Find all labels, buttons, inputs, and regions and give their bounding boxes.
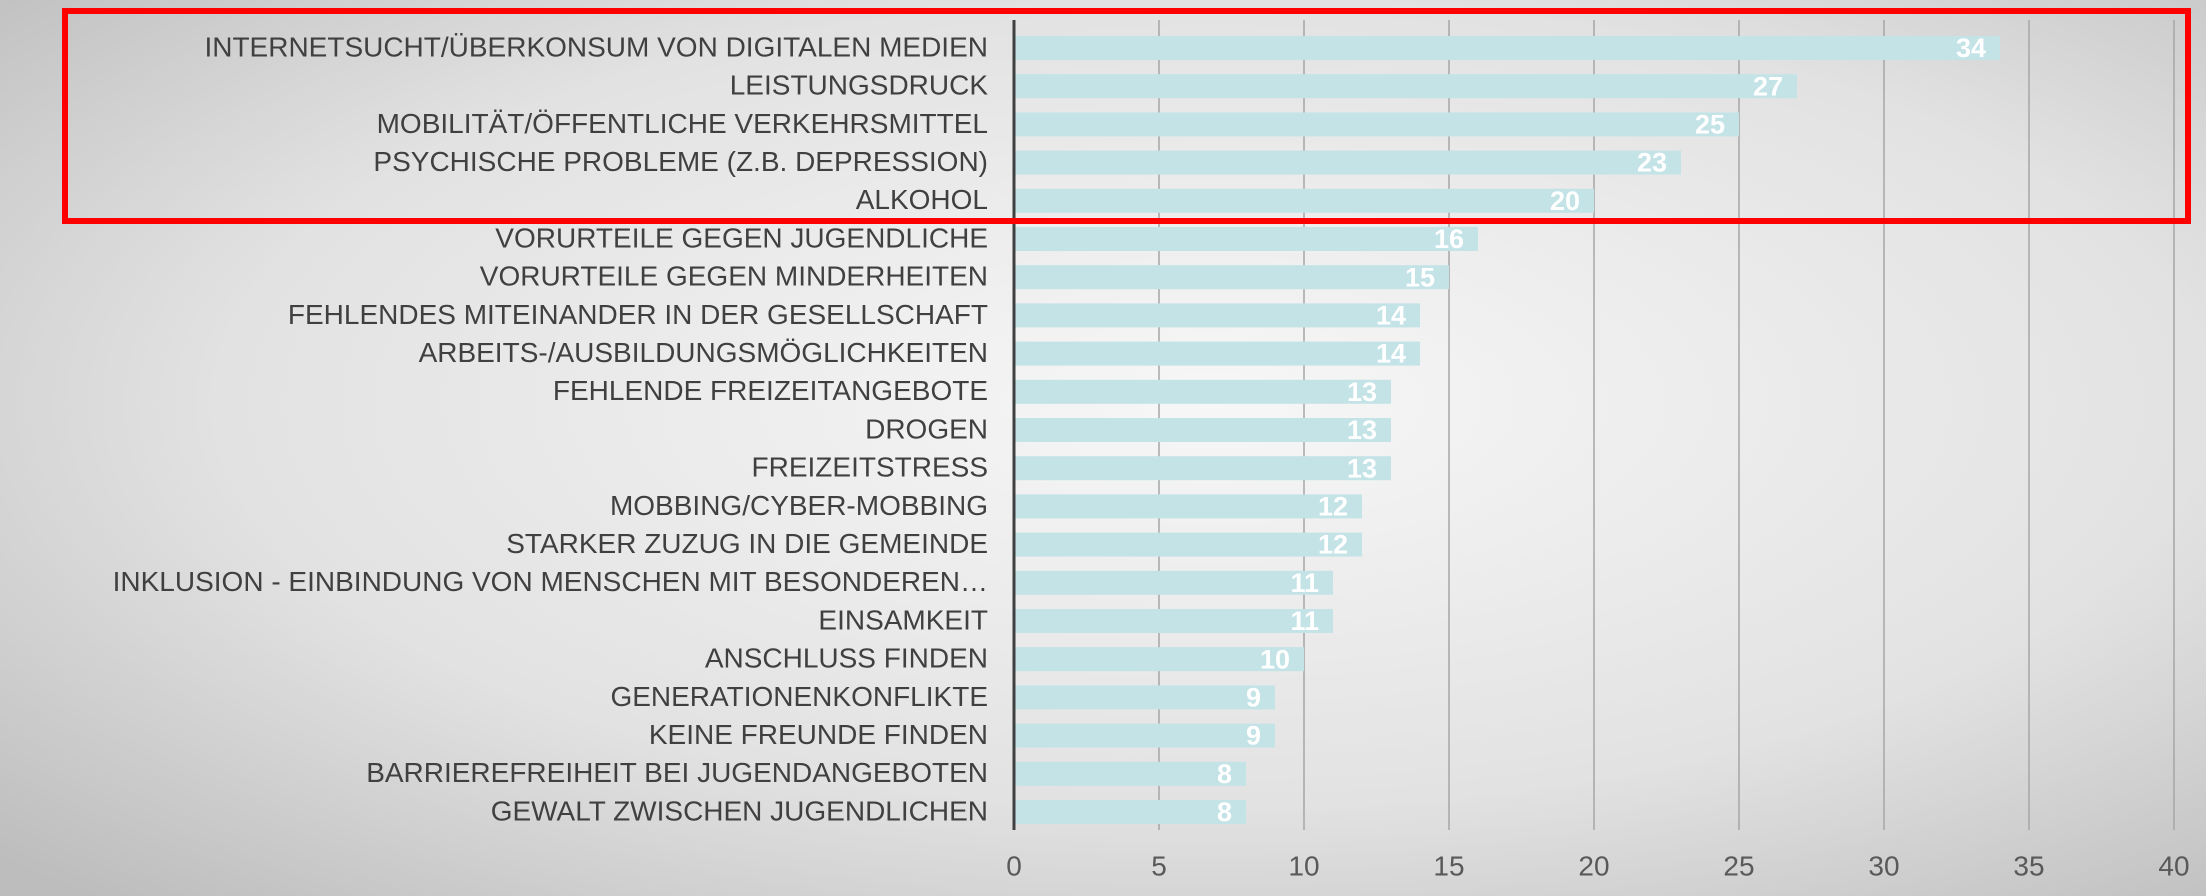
y-tick-label: STARKER ZUZUG IN DIE GEMEINDE bbox=[506, 528, 988, 559]
data-label: 16 bbox=[1434, 224, 1464, 254]
data-label: 11 bbox=[1290, 606, 1319, 636]
data-label: 12 bbox=[1318, 530, 1348, 560]
data-label: 20 bbox=[1550, 186, 1580, 216]
x-tick-label: 20 bbox=[1578, 850, 1609, 881]
x-tick-label: 30 bbox=[1868, 850, 1899, 881]
data-label: 10 bbox=[1260, 644, 1290, 674]
data-label: 23 bbox=[1637, 148, 1667, 178]
bar bbox=[1014, 800, 1246, 824]
y-tick-label: INTERNETSUCHT/ÜBERKONSUM VON DIGITALEN M… bbox=[204, 31, 988, 62]
y-tick-label: ALKOHOL bbox=[856, 184, 988, 215]
data-label: 12 bbox=[1318, 492, 1348, 522]
y-tick-label: FEHLENDES MITEINANDER IN DER GESELLSCHAF… bbox=[288, 299, 988, 330]
y-tick-label: VORURTEILE GEGEN JUGENDLICHE bbox=[495, 222, 988, 253]
x-tick-label: 5 bbox=[1151, 850, 1167, 881]
bar bbox=[1014, 723, 1275, 748]
data-label: 34 bbox=[1956, 33, 1986, 63]
y-tick-label: LEISTUNGSDRUCK bbox=[730, 70, 989, 101]
y-tick-label: ARBEITS-/AUSBILDUNGSMÖGLICHKEITEN bbox=[419, 337, 988, 368]
x-tick-label: 15 bbox=[1433, 850, 1464, 881]
bar bbox=[1014, 341, 1420, 366]
data-label: 13 bbox=[1347, 415, 1377, 445]
bar bbox=[1014, 418, 1391, 442]
x-tick-label: 25 bbox=[1723, 850, 1754, 881]
bar bbox=[1014, 494, 1362, 519]
bar bbox=[1014, 570, 1333, 595]
y-tick-label: PSYCHISCHE PROBLEME (Z.B. DEPRESSION) bbox=[373, 146, 988, 177]
data-label: 11 bbox=[1290, 568, 1319, 598]
bar bbox=[1014, 227, 1478, 251]
y-tick-label: EINSAMKEIT bbox=[818, 604, 988, 635]
bars: INTERNETSUCHT/ÜBERKONSUM VON DIGITALEN M… bbox=[113, 20, 2000, 830]
y-tick-label: VORURTEILE GEGEN MINDERHEITEN bbox=[480, 261, 988, 292]
bar bbox=[1014, 150, 1681, 175]
data-label: 13 bbox=[1347, 453, 1377, 483]
data-label: 14 bbox=[1376, 301, 1406, 331]
bar bbox=[1014, 379, 1391, 404]
highlight-box bbox=[62, 8, 2191, 224]
bar bbox=[1014, 647, 1304, 672]
data-label: 9 bbox=[1246, 721, 1261, 751]
data-label: 8 bbox=[1217, 797, 1232, 827]
bar bbox=[1014, 188, 1594, 213]
y-tick-label: BARRIEREFREIHEIT BEI JUGENDANGEBOTEN bbox=[366, 757, 988, 788]
x-tick-label: 10 bbox=[1288, 850, 1319, 881]
bar bbox=[1014, 685, 1275, 710]
x-tick-label: 35 bbox=[2013, 850, 2044, 881]
data-label: 27 bbox=[1753, 71, 1783, 101]
data-label: 25 bbox=[1695, 110, 1725, 140]
y-tick-label: GEWALT ZWISCHEN JUGENDLICHEN bbox=[491, 795, 988, 826]
data-label: 13 bbox=[1347, 377, 1377, 407]
bar bbox=[1014, 265, 1449, 290]
y-tick-label: GENERATIONENKONFLIKTE bbox=[610, 681, 988, 712]
bar bbox=[1014, 456, 1391, 481]
y-tick-label: FEHLENDE FREIZEITANGEBOTE bbox=[553, 375, 988, 406]
x-tick-label: 0 bbox=[1006, 850, 1022, 881]
bar bbox=[1014, 609, 1333, 633]
data-label: 9 bbox=[1246, 683, 1261, 713]
data-label: 8 bbox=[1217, 759, 1232, 789]
data-label: 15 bbox=[1405, 262, 1435, 292]
bar bbox=[1014, 36, 2000, 60]
y-tick-label: KEINE FREUNDE FINDEN bbox=[649, 719, 988, 750]
y-tick-label: MOBBING/CYBER-MOBBING bbox=[610, 490, 988, 521]
y-tick-label: DROGEN bbox=[865, 413, 988, 444]
y-tick-label: MOBILITÄT/ÖFFENTLICHE VERKEHRSMITTEL bbox=[377, 108, 988, 139]
bar bbox=[1014, 112, 1739, 137]
bar bbox=[1014, 303, 1420, 328]
data-label: 14 bbox=[1376, 339, 1406, 369]
bar bbox=[1014, 74, 1797, 99]
bar bbox=[1014, 761, 1246, 786]
y-tick-label: ANSCHLUSS FINDEN bbox=[705, 643, 988, 674]
bar bbox=[1014, 532, 1362, 557]
x-tick-label: 40 bbox=[2158, 850, 2189, 881]
y-tick-label: INKLUSION - EINBINDUNG VON MENSCHEN MIT … bbox=[113, 566, 988, 597]
y-tick-label: FREIZEITSTRESS bbox=[752, 452, 988, 483]
